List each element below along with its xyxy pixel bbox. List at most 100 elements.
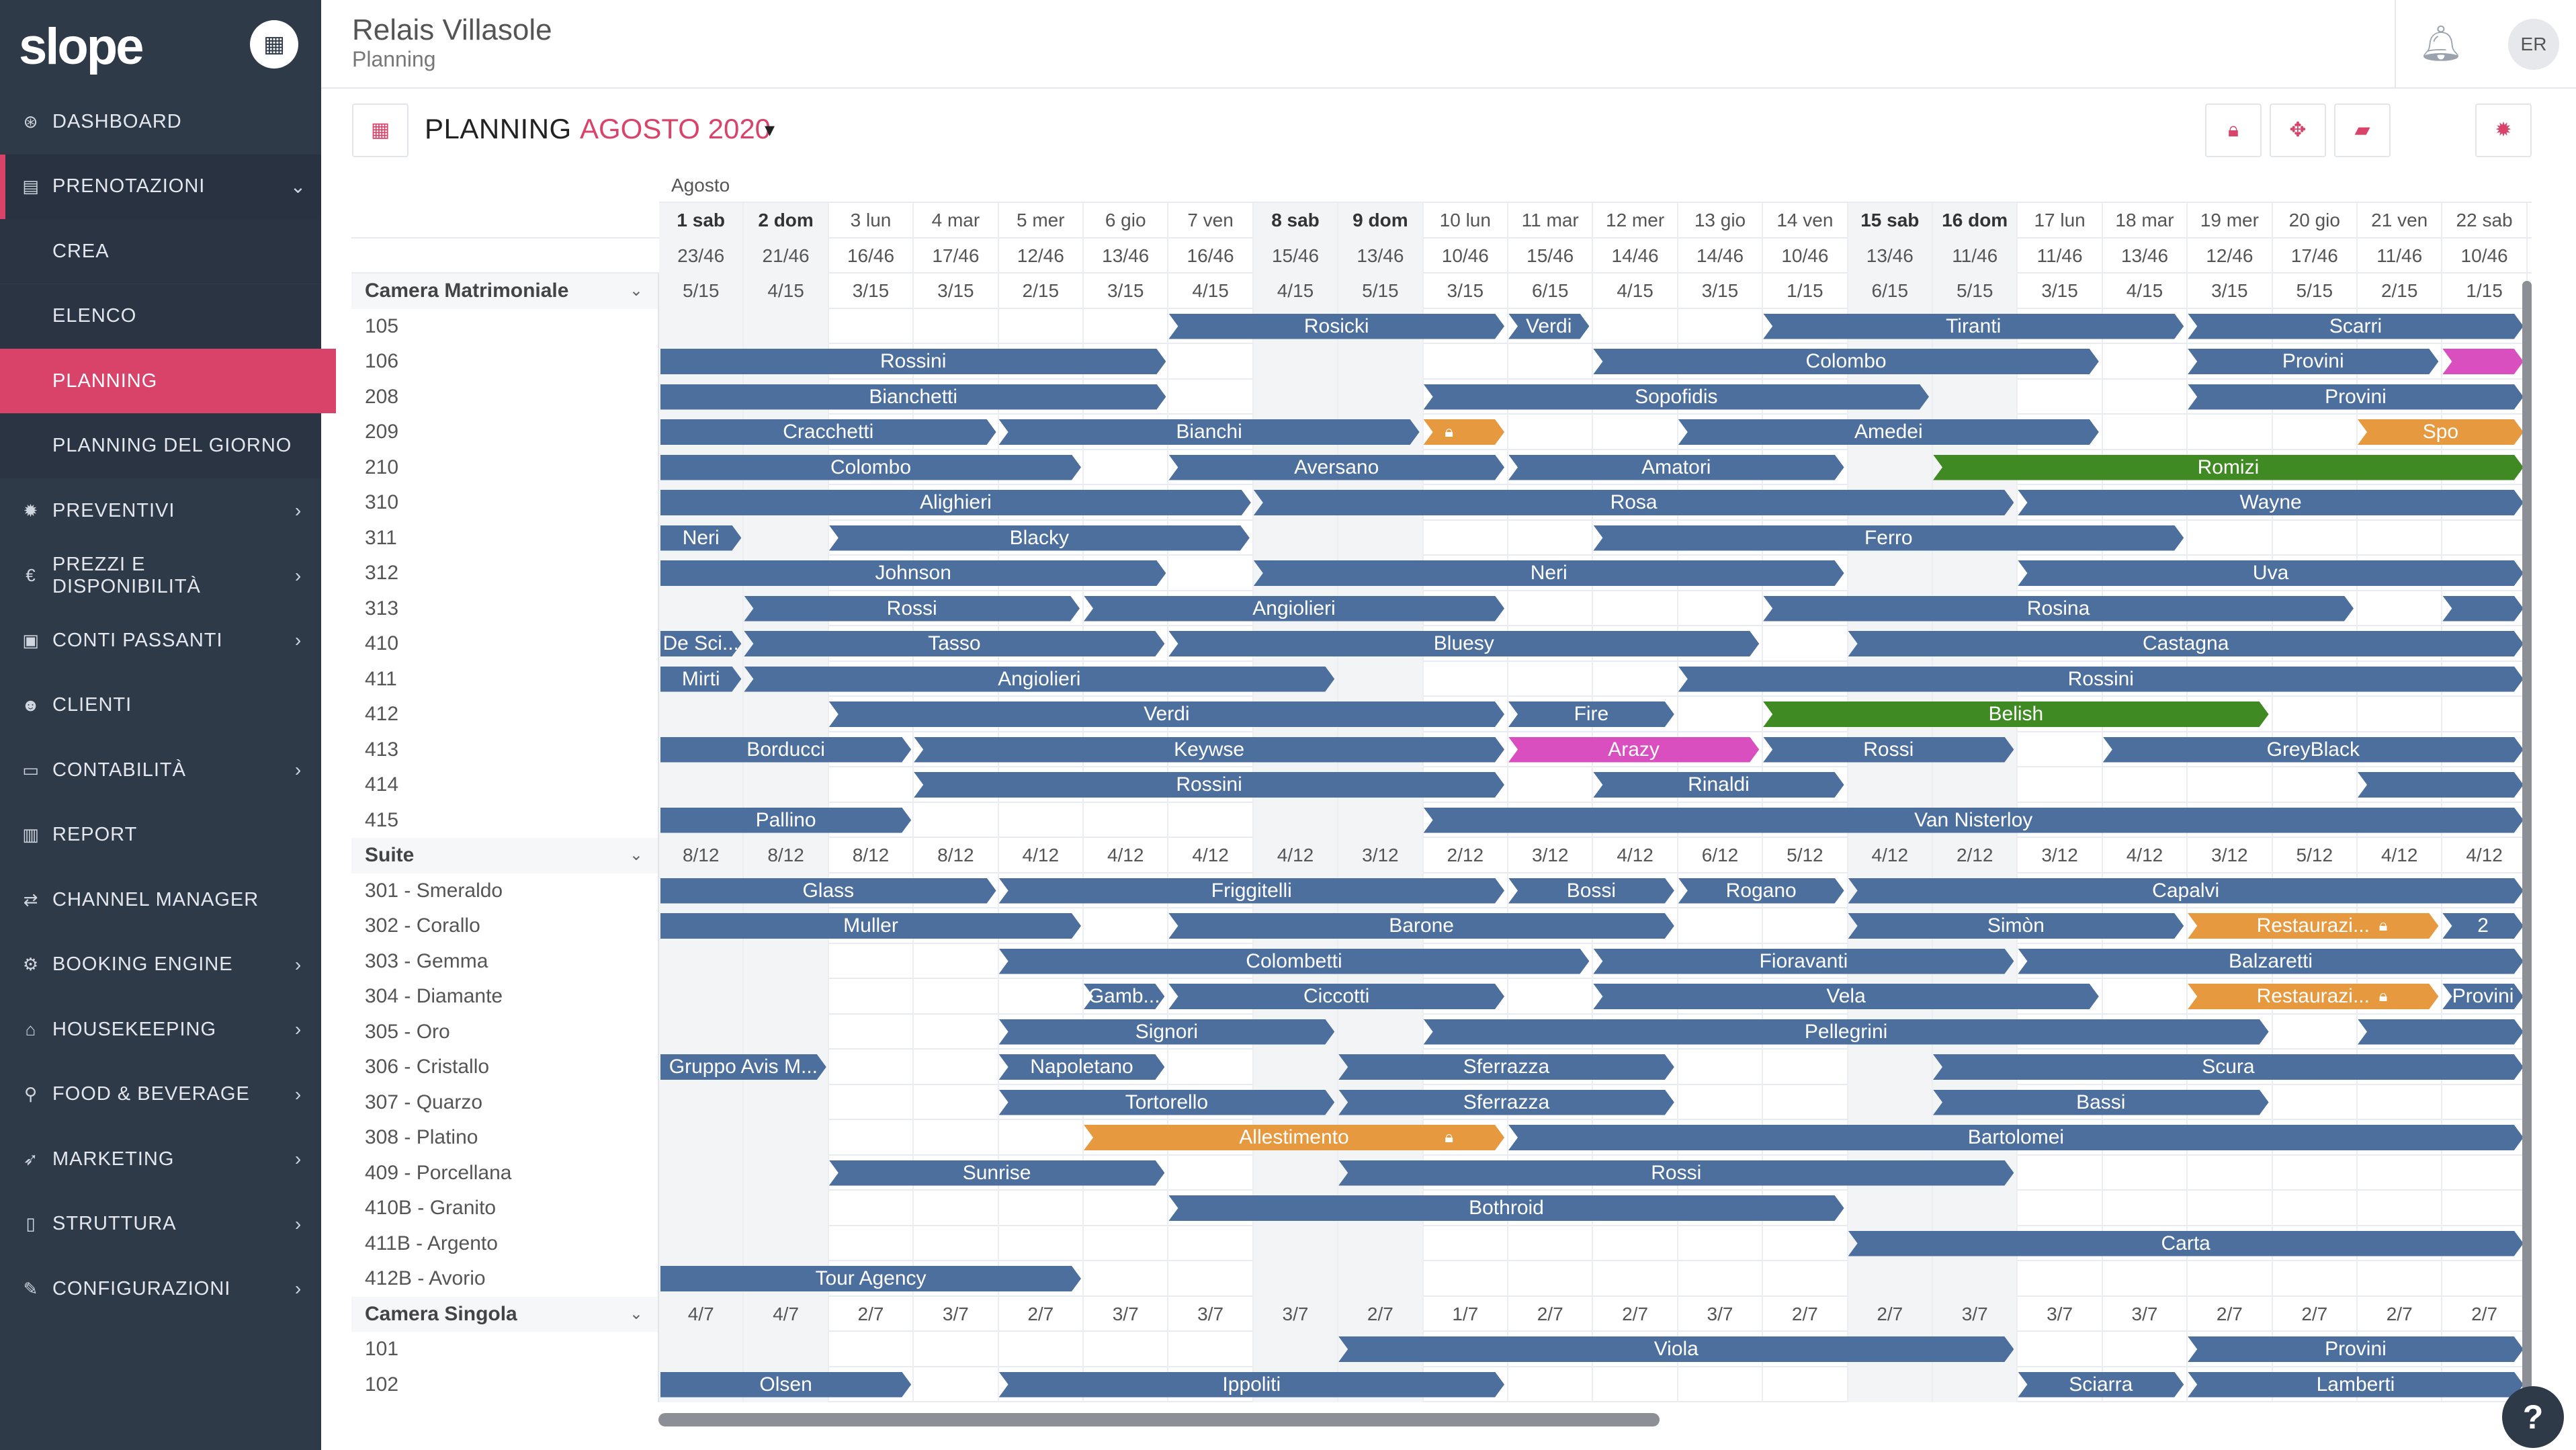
day-slot[interactable] [1678,1084,1764,1120]
day-slot[interactable] [2358,1261,2443,1297]
day-slot[interactable] [1508,943,1594,979]
reservation-bar[interactable]: Glass [660,878,996,904]
day-slot[interactable] [1084,908,1169,944]
day-slot[interactable] [1084,1191,1169,1226]
day-slot[interactable] [744,308,829,344]
sidebar-item-planning-del-giorno[interactable]: PLANNING DEL GIORNO [0,413,321,478]
sidebar-item-report[interactable]: ▥ REPORT [0,803,321,867]
reservation-bar[interactable]: Scarri [2188,314,2524,339]
sidebar-item-crea[interactable]: CREA [0,219,321,284]
reservation-bar[interactable]: Blacky [829,525,1250,551]
month-selector[interactable]: AGOSTO 2020 [580,113,771,144]
day-slot[interactable] [1763,450,1848,485]
sidebar-item-planning[interactable]: PLANNING [0,349,336,413]
day-slot[interactable] [1593,697,1678,732]
day-slot[interactable] [1338,1226,1424,1261]
reservation-bar[interactable]: Pallino [660,808,911,833]
reservation-bar[interactable]: De Sci... [660,631,741,656]
day-slot[interactable] [1933,767,2018,803]
day-slot[interactable] [914,1332,999,1367]
reservation-bar[interactable]: Wayne [2018,490,2523,515]
day-slot[interactable] [2103,1191,2188,1226]
day-slot[interactable] [1848,1191,1933,1226]
day-slot[interactable] [914,1050,999,1085]
day-slot[interactable] [829,1191,914,1226]
reservation-bar[interactable]: Sopofidis [1424,384,1929,410]
day-slot[interactable] [1424,1226,1508,1261]
reservation-bar[interactable]: Angiolieri [1084,596,1504,622]
day-slot[interactable] [914,802,999,838]
day-slot[interactable] [1593,591,1678,626]
reservation-bar[interactable]: Muller [660,913,1081,939]
day-slot[interactable] [1508,1367,1594,1402]
day-slot[interactable] [999,1261,1084,1297]
day-slot[interactable] [1933,1367,2018,1402]
sidebar-item-conti-passanti[interactable]: ▣ CONTI PASSANTI › [0,608,321,673]
day-slot[interactable] [1763,1367,1848,1402]
day-slot[interactable] [2103,1332,2188,1367]
day-slot[interactable] [744,979,829,1015]
day-slot[interactable] [2018,1261,2103,1297]
day-slot[interactable] [1424,697,1508,732]
day-slot[interactable] [1253,520,1339,556]
day-slot[interactable] [1933,556,2018,591]
reservation-bar[interactable]: Viola [1338,1336,2014,1362]
reservation-bar[interactable]: Spo [2358,419,2524,445]
day-slot[interactable] [829,979,914,1015]
day-slot[interactable] [1424,415,1508,450]
day-slot[interactable] [2188,1014,2273,1050]
day-slot[interactable] [1848,767,1933,803]
sidebar-item-configurazioni[interactable]: ✎ CONFIGURAZIONI › [0,1256,321,1321]
day-slot[interactable] [2442,1191,2528,1226]
reservation-bar[interactable]: Johnson [660,560,1166,586]
day-slot[interactable] [659,1226,744,1261]
day-slot[interactable] [1763,1084,1848,1120]
reservation-bar[interactable]: Ippoliti [999,1372,1504,1398]
day-slot[interactable] [1593,1226,1678,1261]
day-slot[interactable] [1933,1191,2018,1226]
day-slot[interactable] [1763,1050,1848,1085]
reservation-bar[interactable]: Amatori [1508,455,1844,480]
category-name[interactable]: Suite ⌄ [351,838,659,873]
day-slot[interactable] [999,1226,1084,1261]
calendar-icon[interactable]: ▦ [250,20,298,69]
sidebar-item-dashboard[interactable]: ⊛ DASHBOARD [0,89,321,154]
day-slot[interactable] [744,520,829,556]
reservation-bar[interactable]: Fioravanti [1593,949,2014,974]
day-slot[interactable] [1168,1261,1254,1297]
day-slot[interactable] [2103,1367,2188,1402]
reservation-bar[interactable]: Gamb... [1084,984,1164,1009]
reservation-bar[interactable]: Belish [1763,701,2268,727]
day-slot[interactable] [914,1226,999,1261]
day-slot[interactable] [1084,1155,1169,1191]
day-slot[interactable] [2103,979,2188,1015]
day-slot[interactable] [744,1332,829,1367]
day-slot[interactable] [829,1367,914,1402]
day-slot[interactable] [659,1155,744,1191]
day-slot[interactable] [2188,520,2273,556]
reservation-bar[interactable]: Bianchetti [660,384,1166,410]
reservation-bar[interactable]: Rinaldi [1593,772,1844,798]
day-slot[interactable] [2273,767,2358,803]
reservation-bar[interactable]: Bossi [1508,878,1674,904]
day-slot[interactable] [1084,556,1169,591]
day-slot[interactable] [1253,1261,1339,1297]
day-slot[interactable] [999,1332,1084,1367]
day-slot[interactable] [2273,1155,2358,1191]
day-slot[interactable] [1763,767,1848,803]
reservation-bar[interactable]: Verdi [829,701,1504,727]
day-slot[interactable] [829,1050,914,1085]
reservation-bar[interactable]: Sunrise [829,1160,1165,1186]
reservation-bar[interactable]: Castagna [1848,631,2524,656]
day-slot[interactable] [1424,1261,1508,1297]
day-slot[interactable] [659,1120,744,1156]
day-slot[interactable] [2273,591,2358,626]
day-slot[interactable] [1593,415,1678,450]
sidebar-item-contabilit-[interactable]: ▭ CONTABILITÀ › [0,738,321,802]
reservation-bar[interactable]: Restaurazi... 🔒︎ [2188,913,2438,939]
day-slot[interactable] [1678,697,1764,732]
chevron-down-icon[interactable]: ⌄ [629,1304,643,1323]
day-slot[interactable] [1168,1226,1254,1261]
day-slot[interactable] [1848,1367,1933,1402]
day-slot[interactable] [1253,344,1339,380]
